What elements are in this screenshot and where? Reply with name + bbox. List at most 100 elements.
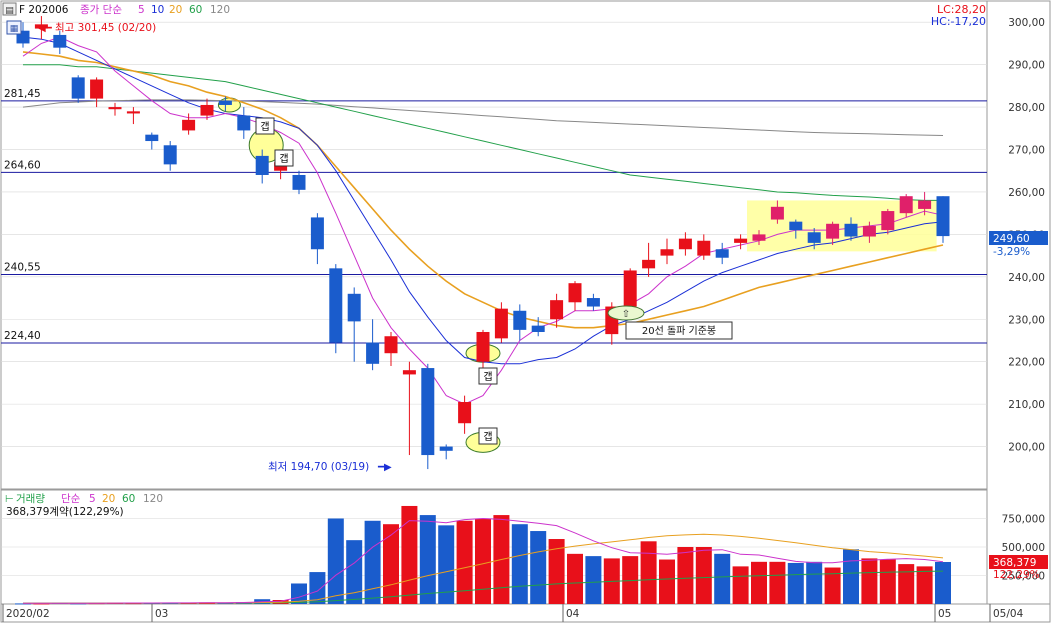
gap-label-2: 갭 <box>279 153 288 165</box>
volume-bar <box>916 566 933 604</box>
right-axis-frame <box>986 0 1051 605</box>
candle-body <box>200 104 214 116</box>
volume-legend-marker: ⊢ <box>5 494 14 505</box>
volume-bar <box>824 567 841 604</box>
breakout-label: 20선 돌파 기준봉 <box>642 325 716 337</box>
volume-bar <box>732 566 749 604</box>
volume-bar <box>419 515 436 604</box>
price-tick-label: 240,00 <box>1008 272 1045 284</box>
volume-bar <box>70 603 87 605</box>
candle-body <box>218 100 232 105</box>
volume-bar <box>291 583 307 604</box>
candle-body <box>476 331 490 362</box>
volume-axis-ticks: 250,000 500,000 750,000 <box>1002 514 1045 583</box>
volume-bar <box>806 561 823 604</box>
candle-body <box>237 115 251 131</box>
volume-bar <box>530 531 547 604</box>
lc-readout: LC:28,20 <box>937 3 986 16</box>
level-label: 281,45 <box>4 88 41 100</box>
price-tick-label: 210,00 <box>1008 399 1045 411</box>
current-price-badge <box>989 231 1048 245</box>
gap-box-4 <box>478 427 498 445</box>
volume-bar <box>898 564 915 604</box>
volume-tick-label: 750,000 <box>1002 514 1045 526</box>
price-tick-label: 200,00 <box>1008 442 1045 454</box>
candle-body <box>807 232 821 243</box>
candle-body <box>145 134 159 142</box>
volume-bar <box>861 558 878 604</box>
gap-box-3 <box>478 367 498 385</box>
candle-body <box>439 446 453 451</box>
vol_ma5-line <box>23 517 944 604</box>
volume-bar <box>438 525 455 604</box>
date-axis-labels: 2020/02 03 04 05 05/04 <box>2 604 1024 622</box>
volume-bar <box>935 562 951 604</box>
volume-bar <box>843 549 859 604</box>
volume-bar <box>548 539 565 604</box>
low-arrow: ━▶ <box>377 462 392 473</box>
gap-label-3: 갭 <box>483 371 492 383</box>
candle-body <box>844 223 858 237</box>
candle-body <box>126 111 140 114</box>
price-tick-label: 290,00 <box>1008 60 1045 72</box>
volume-bar <box>695 547 712 604</box>
hc-readout: HC:-17,20 <box>931 15 986 28</box>
candle-body <box>163 145 177 165</box>
volume-bar <box>383 524 399 604</box>
volume-bar <box>327 518 344 604</box>
volume-moving-average-lines <box>23 517 944 604</box>
candle-body <box>789 221 803 231</box>
date-label: 03 <box>155 608 168 620</box>
volume-bar <box>567 553 583 604</box>
low-note-label: 최저 194,70 (03/19) <box>268 461 369 473</box>
gap-box-2 <box>274 149 294 167</box>
volume-bar <box>714 553 731 604</box>
breakout-up-arrow: ⇧ <box>622 309 630 320</box>
symbol-label: F 202006 <box>19 4 69 16</box>
chart-menu-icon[interactable] <box>2 2 17 16</box>
volume-bar <box>787 562 804 604</box>
volume-legend: ⊢ 거래량 단순 5 20 60 120 368,379계약(122,29%) <box>5 493 163 518</box>
period-10: 10 <box>151 4 164 16</box>
candle-body <box>71 77 85 99</box>
date-label: 05/04 <box>993 608 1024 620</box>
volume-bar <box>33 603 50 605</box>
level-label: 240,55 <box>4 261 41 273</box>
candle-body <box>292 174 306 190</box>
candle-body <box>366 342 380 364</box>
high-arrow: ◀━ <box>38 23 53 34</box>
volume-bar <box>677 547 694 604</box>
volume-bar <box>659 559 675 604</box>
current-price-change: -3,29% <box>993 246 1030 258</box>
price-tick-label: 280,00 <box>1008 102 1045 114</box>
volume-bar <box>364 520 381 604</box>
volume-bar <box>585 556 602 604</box>
indicator-label: 종가 단순 <box>80 4 122 16</box>
candle-body <box>936 196 950 237</box>
support-resistance-lines: 281,45 264,60 240,55 224,40 <box>1 88 987 344</box>
candle-body <box>347 293 361 322</box>
ma120-line <box>22 99 944 136</box>
candle-body <box>421 368 435 456</box>
candle-body <box>34 24 48 29</box>
candles <box>16 16 950 470</box>
date-label: 04 <box>566 608 580 620</box>
volume-bar <box>15 603 31 605</box>
high-note: ▦ ◀━ 최고 301,45 (02/20) <box>6 20 156 35</box>
high-note-label: 최고 301,45 (02/20) <box>55 22 156 34</box>
level-label: 224,40 <box>4 330 41 342</box>
volume-current: 368,379계약(122,29%) <box>6 506 124 518</box>
volume-tick-label: 500,000 <box>1002 542 1045 554</box>
candle-body <box>734 238 748 243</box>
grid-icon <box>6 20 22 35</box>
volume-bar <box>346 540 363 604</box>
price-axis-ticks: 200,00210,00220,00230,00240,00250,00260,… <box>1008 17 1045 453</box>
candle-body <box>770 206 784 220</box>
candle-body <box>826 223 840 239</box>
current-price: 249,60 <box>993 233 1030 245</box>
period-20: 20 <box>169 4 182 16</box>
candle-body <box>899 196 913 214</box>
date-label: 05 <box>938 608 951 620</box>
volume-bars <box>15 505 951 605</box>
